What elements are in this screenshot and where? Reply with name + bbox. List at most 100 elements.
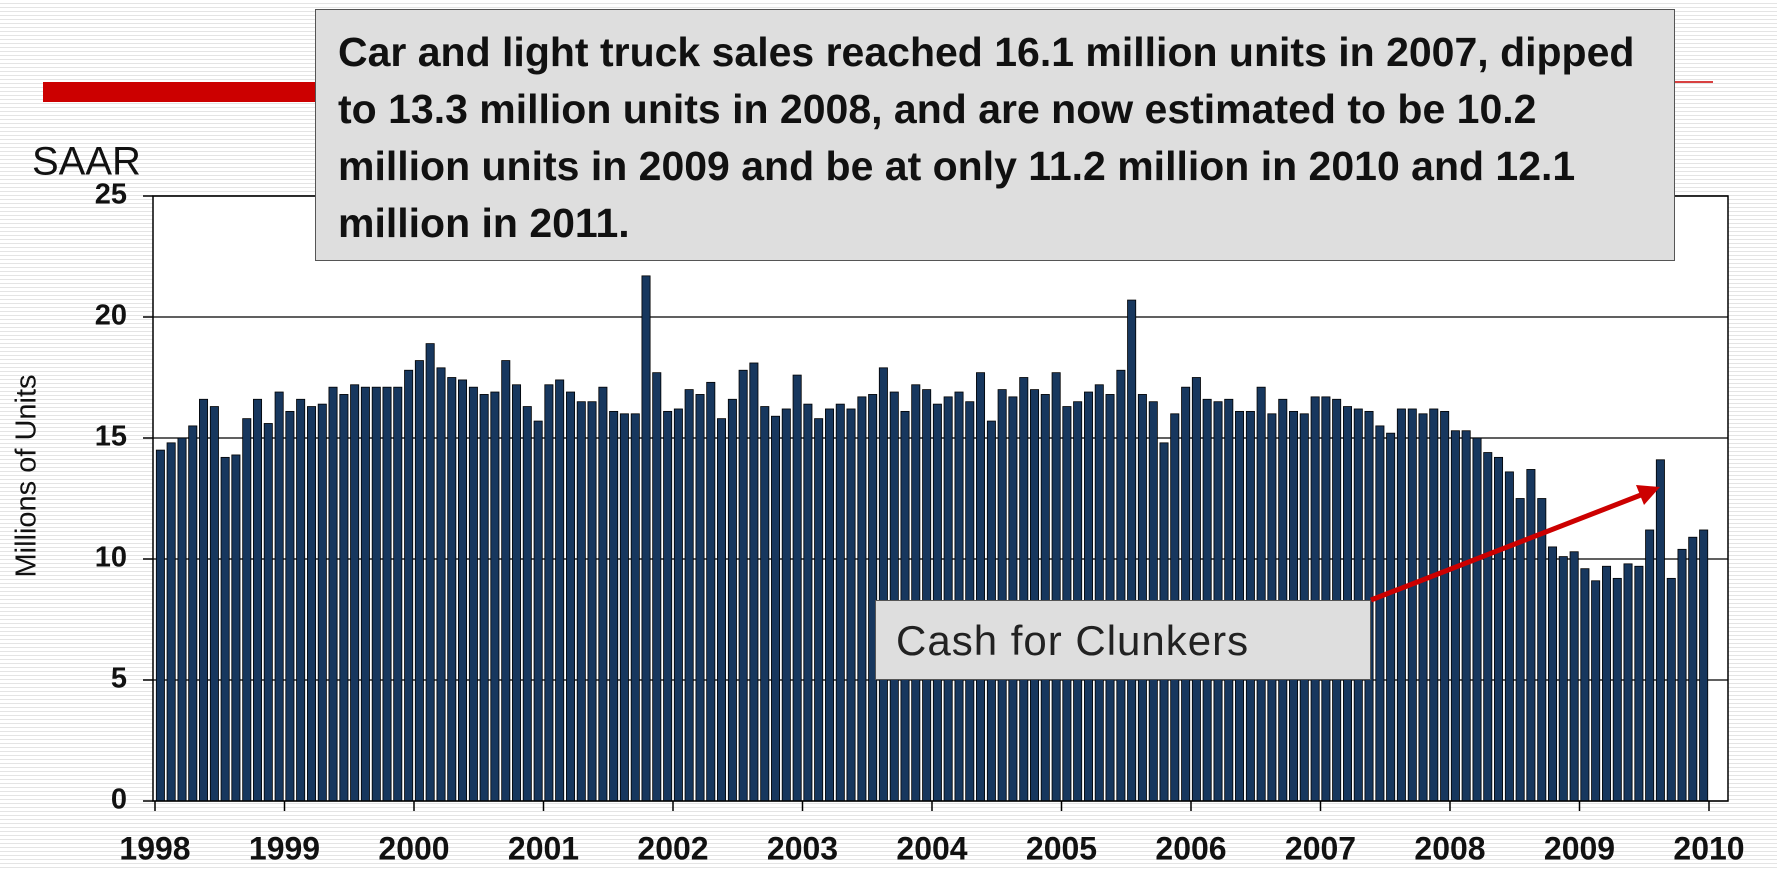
bar bbox=[231, 454, 241, 802]
bar bbox=[641, 275, 651, 802]
bar bbox=[1375, 425, 1385, 802]
bar bbox=[835, 403, 845, 802]
bar bbox=[501, 360, 511, 802]
bar bbox=[533, 420, 543, 802]
bar bbox=[997, 389, 1007, 802]
bar bbox=[771, 415, 781, 802]
bar bbox=[371, 386, 381, 802]
bar bbox=[1116, 369, 1126, 802]
bar bbox=[382, 386, 392, 802]
bar bbox=[630, 413, 640, 802]
bar bbox=[673, 408, 683, 802]
bar bbox=[1030, 389, 1040, 802]
bar bbox=[447, 377, 457, 802]
axes: 0 5 10 15 20 25 1998 1999 2000 2001 2002 2003 2004 20… bbox=[95, 179, 1745, 867]
bar bbox=[296, 398, 306, 802]
x-tick-label: 2009 bbox=[1544, 830, 1615, 866]
bar bbox=[425, 343, 435, 802]
bar bbox=[1396, 408, 1406, 802]
bar bbox=[1602, 565, 1612, 802]
bar bbox=[803, 403, 813, 802]
bar bbox=[1526, 469, 1536, 802]
bar bbox=[339, 394, 349, 802]
bar bbox=[1008, 396, 1018, 802]
bar bbox=[695, 394, 705, 802]
bar bbox=[814, 418, 824, 802]
bar bbox=[1591, 580, 1601, 802]
bar bbox=[263, 423, 273, 802]
x-tick-label: 2000 bbox=[378, 830, 449, 866]
bar bbox=[1688, 536, 1698, 802]
bar bbox=[1105, 394, 1115, 802]
bar bbox=[792, 374, 802, 802]
x-tick-label: 2004 bbox=[896, 830, 967, 866]
decor-bar bbox=[43, 82, 317, 102]
bar bbox=[738, 369, 748, 802]
bar bbox=[1537, 498, 1547, 802]
bar bbox=[911, 384, 921, 802]
bar bbox=[1386, 432, 1396, 802]
bar bbox=[1623, 563, 1633, 802]
x-tick-label: 2010 bbox=[1673, 830, 1744, 866]
x-tick-label: 2007 bbox=[1285, 830, 1356, 866]
bar bbox=[846, 408, 856, 802]
bar bbox=[922, 389, 932, 802]
bar bbox=[1127, 299, 1137, 802]
bar bbox=[404, 369, 414, 802]
bar bbox=[566, 391, 576, 802]
bar bbox=[619, 413, 629, 802]
bar bbox=[209, 406, 219, 802]
bar bbox=[1580, 568, 1590, 802]
bar bbox=[1137, 394, 1147, 802]
x-tick-label: 2006 bbox=[1155, 830, 1226, 866]
bar bbox=[663, 410, 673, 802]
bar bbox=[1655, 459, 1665, 802]
bar bbox=[1310, 396, 1320, 802]
bar bbox=[1084, 391, 1094, 802]
bar bbox=[706, 381, 716, 802]
bar bbox=[878, 367, 888, 802]
arrow-line bbox=[1370, 490, 1647, 603]
bar bbox=[1645, 529, 1655, 802]
bar bbox=[1440, 410, 1450, 802]
bar bbox=[587, 401, 597, 802]
bar bbox=[1094, 384, 1104, 802]
bar bbox=[760, 406, 770, 802]
bars bbox=[155, 275, 1709, 802]
bar bbox=[360, 386, 370, 802]
title-box: Car and light truck sales reached 16.1 m… bbox=[315, 9, 1675, 261]
y-axis-title: Millions of Units bbox=[11, 374, 43, 577]
x-tick-label: 2002 bbox=[637, 830, 708, 866]
bar bbox=[199, 398, 209, 802]
bar bbox=[177, 437, 187, 802]
bar bbox=[1429, 408, 1439, 802]
bar bbox=[727, 398, 737, 802]
bar bbox=[717, 418, 727, 802]
bar bbox=[1051, 372, 1061, 802]
bar bbox=[544, 384, 554, 802]
bar bbox=[512, 384, 522, 802]
x-tick-label: 2008 bbox=[1414, 830, 1485, 866]
bar bbox=[889, 391, 899, 802]
bar bbox=[328, 386, 338, 802]
bar bbox=[479, 394, 489, 802]
bar bbox=[576, 401, 586, 802]
bar bbox=[598, 386, 608, 802]
bar bbox=[522, 406, 532, 802]
bar bbox=[1548, 546, 1558, 802]
arrow-head bbox=[1636, 485, 1660, 505]
annotation: Cash for Clunkers bbox=[875, 600, 1371, 680]
bar bbox=[868, 394, 878, 802]
bar bbox=[1191, 377, 1201, 802]
bar bbox=[1450, 430, 1460, 802]
bar bbox=[285, 410, 295, 802]
bar bbox=[684, 389, 694, 802]
bar bbox=[1040, 394, 1050, 802]
bar bbox=[220, 456, 230, 802]
x-tick-label: 1998 bbox=[119, 830, 190, 866]
bar bbox=[1256, 386, 1266, 802]
bar bbox=[943, 396, 953, 802]
bar bbox=[781, 408, 791, 802]
bar bbox=[414, 360, 424, 802]
y-tick-label: 25 bbox=[95, 179, 127, 211]
